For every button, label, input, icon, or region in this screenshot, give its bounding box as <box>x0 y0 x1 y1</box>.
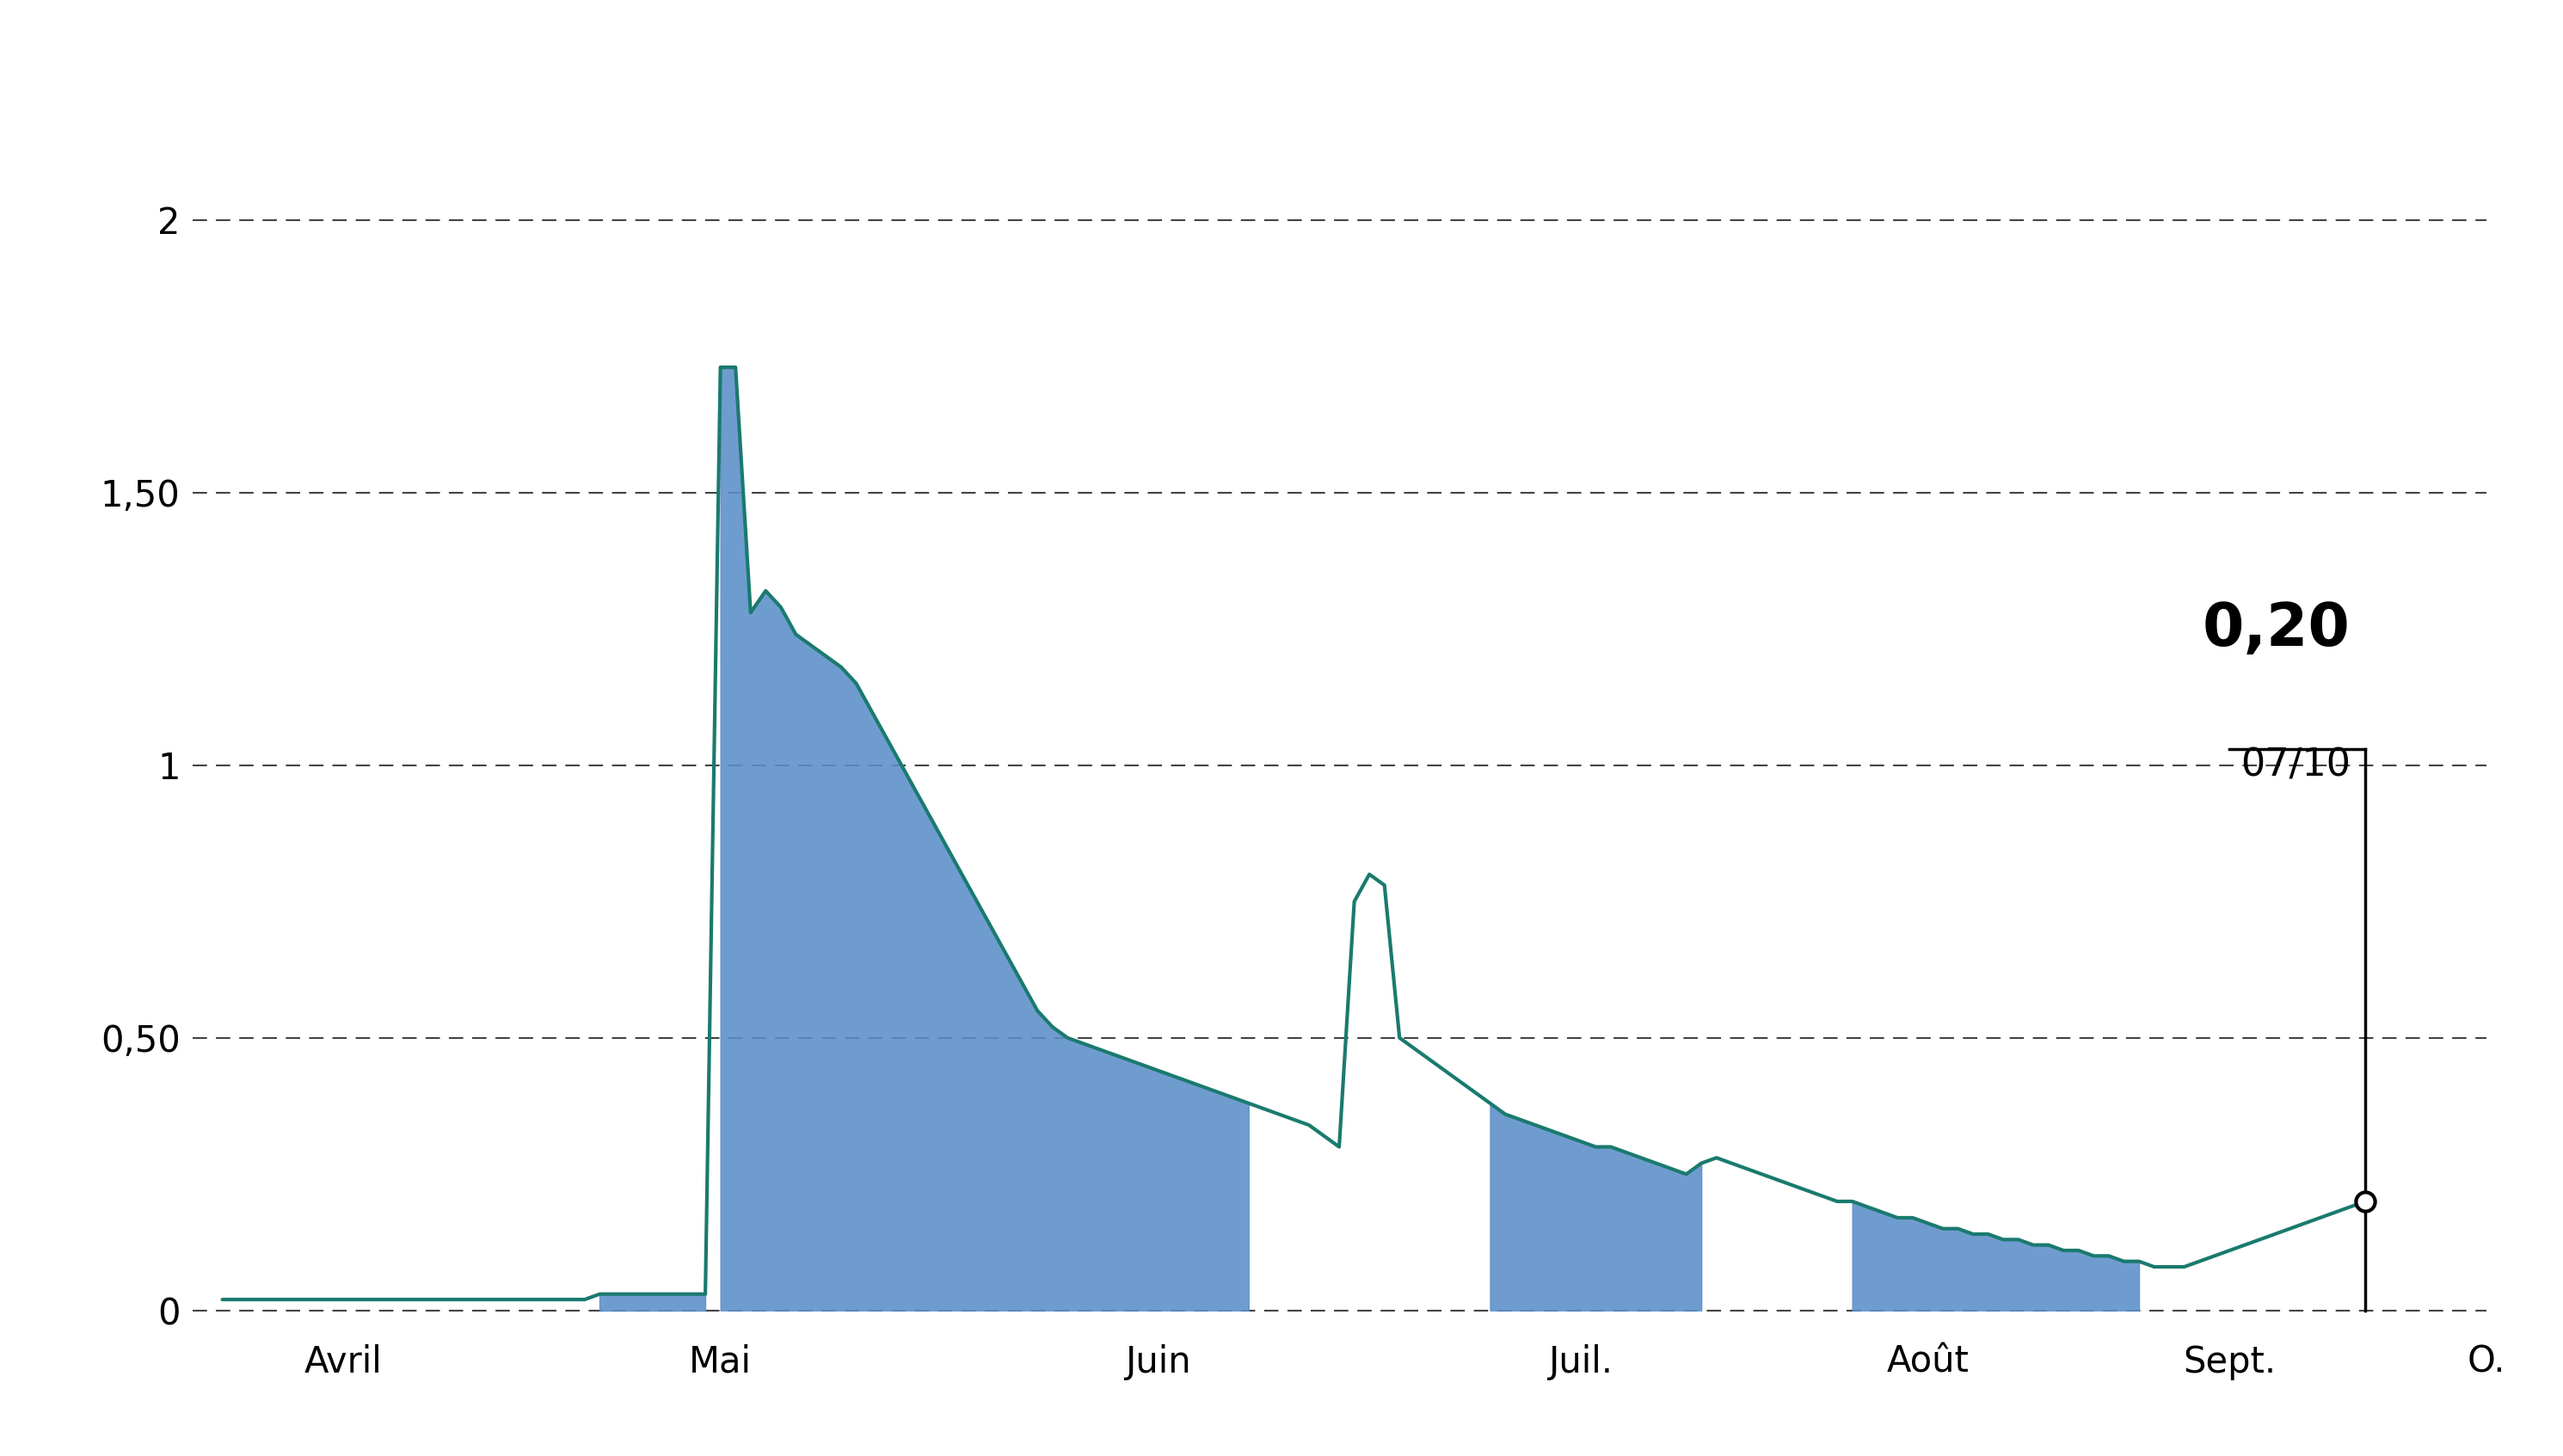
Text: EUROPLASMA: EUROPLASMA <box>910 22 1653 114</box>
Text: 07/10: 07/10 <box>2240 747 2350 783</box>
Text: 0,20: 0,20 <box>2202 600 2350 658</box>
